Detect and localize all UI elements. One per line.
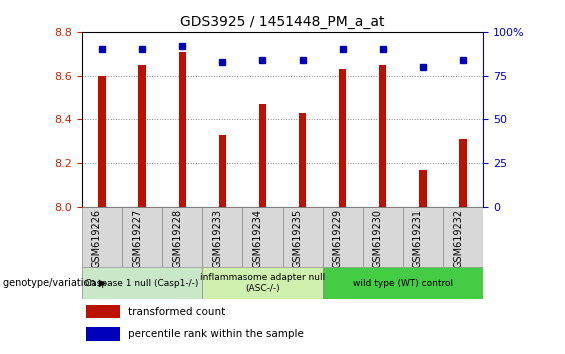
Bar: [82, 207, 122, 267]
Bar: [242, 207, 282, 267]
Bar: [179, 52, 186, 207]
Text: GSM619233: GSM619233: [212, 209, 222, 268]
Text: GSM619231: GSM619231: [413, 209, 423, 268]
Bar: [323, 207, 363, 267]
Bar: [86, 327, 120, 341]
Bar: [98, 76, 106, 207]
Bar: [122, 207, 162, 267]
Bar: [138, 65, 146, 207]
Bar: [86, 305, 120, 319]
Bar: [259, 104, 266, 207]
Bar: [282, 207, 323, 267]
Title: GDS3925 / 1451448_PM_a_at: GDS3925 / 1451448_PM_a_at: [180, 16, 385, 29]
Text: GSM619232: GSM619232: [453, 209, 463, 268]
Text: genotype/variation ▶: genotype/variation ▶: [3, 278, 106, 288]
Bar: [82, 267, 202, 299]
Bar: [202, 267, 323, 299]
Bar: [162, 207, 202, 267]
Text: GSM619228: GSM619228: [172, 209, 182, 268]
Bar: [459, 139, 467, 207]
Bar: [443, 207, 483, 267]
Bar: [363, 207, 403, 267]
Bar: [339, 69, 346, 207]
Text: Caspase 1 null (Casp1-/-): Caspase 1 null (Casp1-/-): [85, 279, 199, 288]
Text: transformed count: transformed count: [128, 307, 225, 316]
Bar: [219, 135, 226, 207]
Text: GSM619227: GSM619227: [132, 209, 142, 268]
Bar: [202, 207, 242, 267]
Text: GSM619229: GSM619229: [333, 209, 342, 268]
Text: percentile rank within the sample: percentile rank within the sample: [128, 329, 304, 339]
Bar: [403, 207, 443, 267]
Bar: [299, 113, 306, 207]
Text: GSM619234: GSM619234: [253, 209, 262, 268]
Text: GSM619230: GSM619230: [373, 209, 383, 268]
Bar: [379, 65, 386, 207]
Text: wild type (WT) control: wild type (WT) control: [353, 279, 453, 288]
Text: GSM619226: GSM619226: [92, 209, 102, 268]
Text: inflammasome adapter null
(ASC-/-): inflammasome adapter null (ASC-/-): [200, 274, 325, 293]
Bar: [323, 267, 483, 299]
Bar: [419, 170, 427, 207]
Text: GSM619235: GSM619235: [293, 209, 303, 268]
